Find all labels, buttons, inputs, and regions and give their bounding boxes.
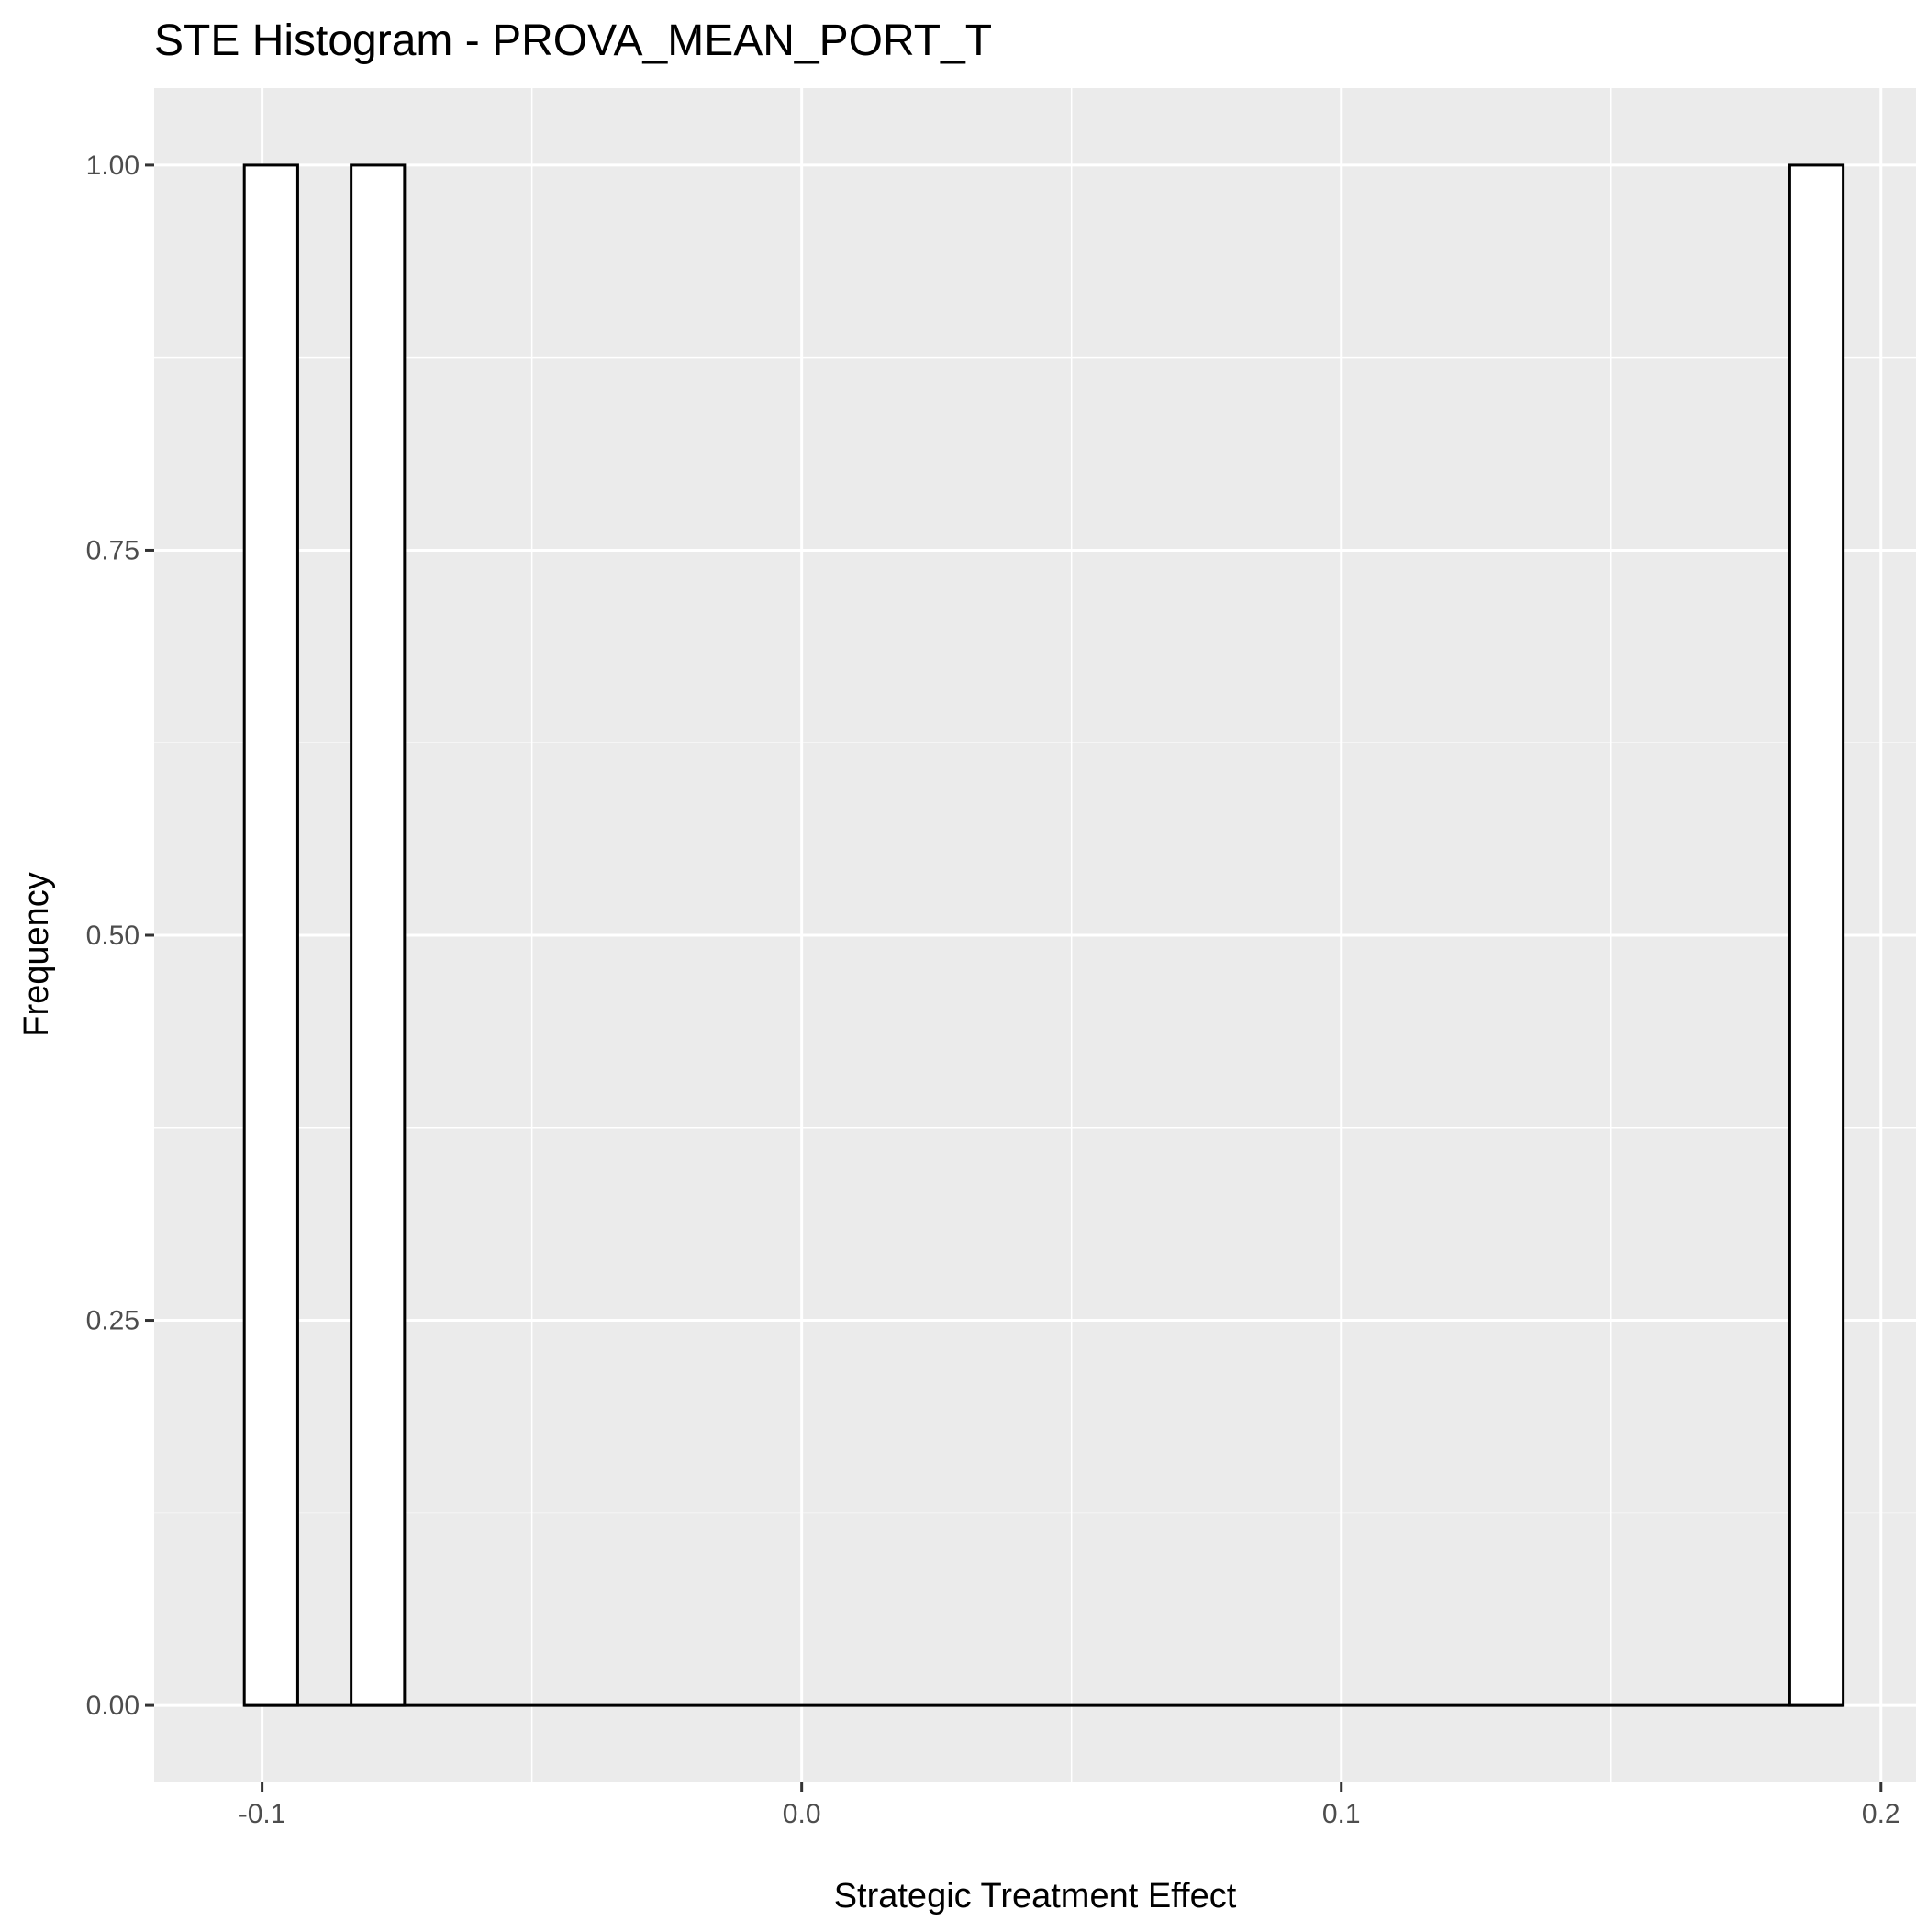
- x-tick-label: 0.1: [1322, 1799, 1361, 1829]
- chart-title: STE Histogram - PROVA_MEAN_PORT_T: [154, 17, 992, 65]
- y-tick-label: 0.25: [86, 1306, 139, 1336]
- histogram-bar: [1788, 163, 1845, 1707]
- y-tick-label: 0.00: [86, 1691, 139, 1721]
- y-tick-label: 0.75: [86, 535, 139, 565]
- y-axis-title: Frequency: [17, 872, 56, 1037]
- y-tick-label: 1.00: [86, 151, 139, 181]
- x-tick-label: -0.1: [239, 1799, 286, 1829]
- y-tick-label: 0.50: [86, 921, 139, 951]
- histogram-bar: [242, 163, 299, 1707]
- plot-panel-group: [154, 88, 1916, 1782]
- histogram-bar: [350, 163, 407, 1707]
- x-axis-title: Strategic Treatment Effect: [834, 1877, 1237, 1915]
- x-tick-label: 0.2: [1862, 1799, 1900, 1829]
- x-tick-label: 0.0: [783, 1799, 821, 1829]
